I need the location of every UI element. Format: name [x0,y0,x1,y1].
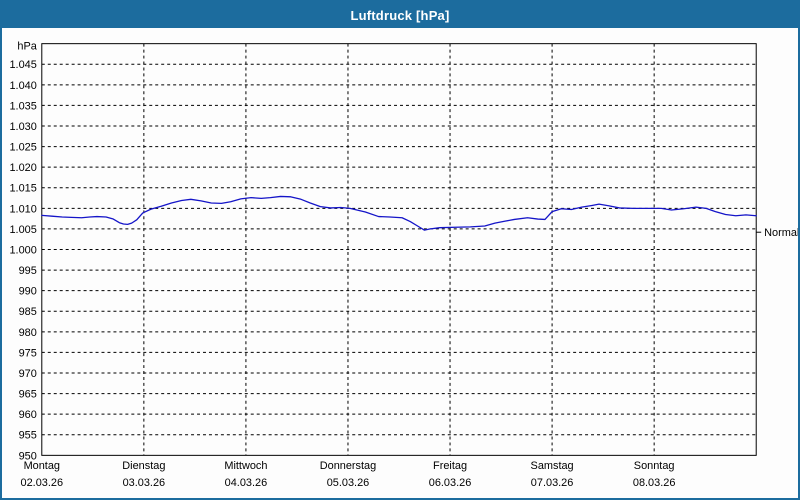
x-axis-labels: Montag 02.03.26 Dienstag 03.03.26 Mittwoch 04… [21,460,676,489]
svg-text:1.025: 1.025 [9,142,36,154]
svg-text:995: 995 [19,265,37,277]
day-name-label: Donnerstag [320,460,376,472]
svg-text:980: 980 [19,327,37,339]
svg-text:1.035: 1.035 [9,100,36,112]
day-date-label: 06.03.26 [429,477,472,489]
svg-text:965: 965 [19,389,37,401]
day-date-label: 02.03.26 [21,477,64,489]
svg-text:1.020: 1.020 [9,162,36,174]
day-name-label: Samstag [531,460,574,472]
y-axis-unit-label: hPa [17,41,37,53]
svg-text:975: 975 [19,347,37,359]
svg-text:1.005: 1.005 [9,224,36,236]
day-name-label: Mittwoch [224,460,267,472]
day-name-label: Freitag [433,460,467,472]
svg-text:960: 960 [19,409,37,421]
day-name-label: Sonntag [634,460,675,472]
day-date-label: 03.03.26 [123,477,166,489]
svg-text:1.030: 1.030 [9,121,36,133]
normal-marker-label: Normal [764,227,798,239]
svg-text:1.040: 1.040 [9,80,36,92]
svg-text:990: 990 [19,286,37,298]
svg-text:1.000: 1.000 [9,244,36,256]
y-axis-labels: hPa 1.045 1.040 1.035 1.030 1.025 1.020 1.015 1.… [9,41,37,463]
day-date-label: 08.03.26 [633,477,676,489]
svg-text:1.010: 1.010 [9,203,36,215]
svg-text:985: 985 [19,306,37,318]
day-name-label: Montag [24,460,60,472]
day-date-label: 07.03.26 [531,477,574,489]
day-date-label: 04.03.26 [225,477,268,489]
normal-marker: Normal [756,227,798,239]
pressure-line [41,195,757,231]
plot-border [41,43,757,456]
svg-text:1.015: 1.015 [9,183,36,195]
day-date-label: 05.03.26 [327,477,370,489]
gridlines [41,43,757,456]
svg-text:950: 950 [19,450,37,462]
svg-text:970: 970 [19,368,37,380]
svg-text:1.045: 1.045 [9,59,36,71]
svg-text:955: 955 [19,430,37,442]
day-name-label: Dienstag [122,460,165,472]
window-title: Luftdruck [hPa] [350,7,450,23]
title-bar: Luftdruck [hPa] [2,2,798,28]
